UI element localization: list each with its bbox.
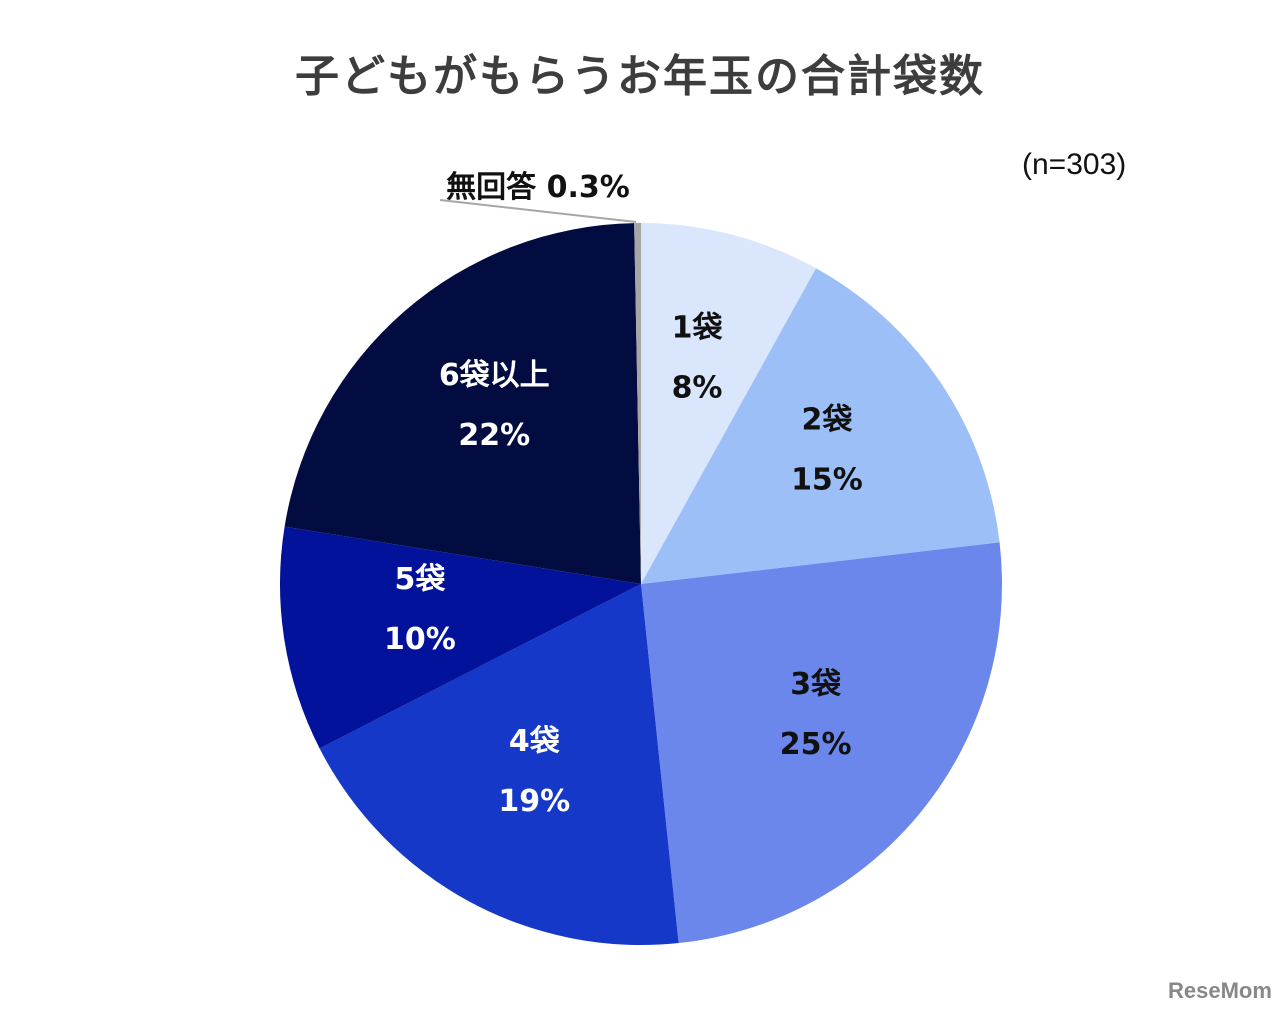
slice-label: 1袋 xyxy=(672,310,723,345)
slice-label: 2袋 xyxy=(802,402,853,437)
pie-slice xyxy=(641,542,1003,944)
slice-label: 3袋 xyxy=(790,667,841,702)
slice-label: 25% xyxy=(780,727,852,762)
sample-size: (n=303) xyxy=(1022,148,1127,181)
slice-label: 19% xyxy=(498,784,570,819)
resemom-logo: ReseMom xyxy=(1168,978,1272,1003)
chart-title: 子どもがもらうお年玉の合計袋数 xyxy=(295,51,985,102)
slice-label: 22% xyxy=(458,418,530,453)
slice-label: 6袋以上 xyxy=(439,358,550,393)
slice-label: 10% xyxy=(384,622,456,657)
slice-label: 無回答 0.3% xyxy=(446,170,630,205)
pie-slice xyxy=(284,223,641,584)
pie-slice xyxy=(641,268,1000,584)
slice-label: 15% xyxy=(791,462,863,497)
pie-slice xyxy=(319,584,679,945)
pie-slice xyxy=(280,526,641,749)
slice-label: 5袋 xyxy=(394,562,445,597)
slice-label: 8% xyxy=(672,370,723,405)
leader-line xyxy=(439,199,637,223)
pie-slice xyxy=(634,223,641,584)
pie-slice xyxy=(641,223,817,584)
slice-label: 4袋 xyxy=(509,724,560,759)
